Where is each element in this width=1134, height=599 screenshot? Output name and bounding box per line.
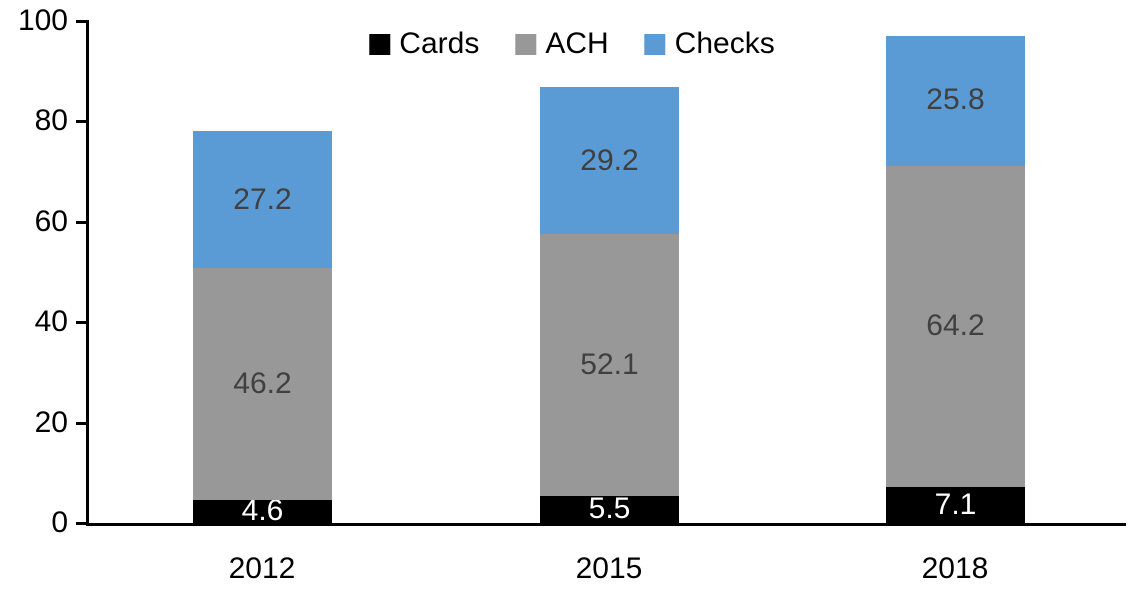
data-label-2018-ach: 64.2	[926, 309, 985, 342]
data-label-2012-ach: 46.2	[233, 367, 292, 400]
legend-swatch-ach	[515, 33, 537, 55]
y-axis-tick	[76, 321, 87, 324]
y-axis-tick-label: 40	[34, 305, 68, 338]
y-axis-tick-label: 0	[51, 506, 68, 539]
bar-segment-2015-cards	[540, 495, 679, 523]
x-axis-label-2015: 2015	[575, 552, 643, 585]
y-axis-tick-label: 100	[17, 4, 68, 37]
bar-segment-2018-checks	[886, 36, 1025, 166]
y-axis-tick-label: 80	[34, 104, 68, 137]
y-axis-tick-label: 20	[34, 406, 68, 439]
legend-swatch-checks	[644, 33, 666, 55]
y-axis-tick	[76, 422, 87, 425]
y-axis-tick	[76, 120, 87, 123]
data-label-2015-checks: 29.2	[580, 144, 639, 177]
legend-label-cards: Cards	[399, 27, 480, 60]
data-label-2015-ach: 52.1	[580, 348, 639, 381]
legend-swatch-cards	[369, 33, 391, 55]
legend-label-ach: ACH	[545, 27, 609, 60]
x-axis-line	[86, 523, 1126, 526]
data-label-2018-checks: 25.8	[926, 83, 985, 116]
legend-item-checks: Checks	[644, 26, 775, 62]
bar-segment-2018-ach	[886, 165, 1025, 487]
x-axis-label-2012: 2012	[228, 552, 296, 585]
y-axis-tick	[76, 221, 87, 224]
bar-segment-2015-ach	[540, 234, 679, 496]
y-axis-tick-label: 60	[34, 205, 68, 238]
bar-segment-2018-cards	[886, 487, 1025, 523]
data-label-2018-cards: 7.1	[934, 488, 977, 521]
legend-item-cards: Cards	[369, 26, 479, 62]
chart-legend: Cards ACH Checks	[369, 26, 775, 62]
bar-segment-2012-ach	[193, 268, 332, 500]
legend-label-checks: Checks	[674, 27, 775, 60]
data-label-2012-checks: 27.2	[233, 183, 292, 216]
y-axis-tick	[76, 20, 87, 23]
x-axis-label-2018: 2018	[921, 552, 989, 585]
legend-item-ach: ACH	[515, 26, 609, 62]
y-axis-line	[86, 20, 89, 526]
bar-segment-2015-checks	[540, 87, 679, 234]
data-label-2015-cards: 5.5	[588, 492, 631, 525]
y-axis-tick	[76, 522, 87, 525]
bar-segment-2012-checks	[193, 131, 332, 268]
bar-segment-2012-cards	[193, 500, 332, 523]
